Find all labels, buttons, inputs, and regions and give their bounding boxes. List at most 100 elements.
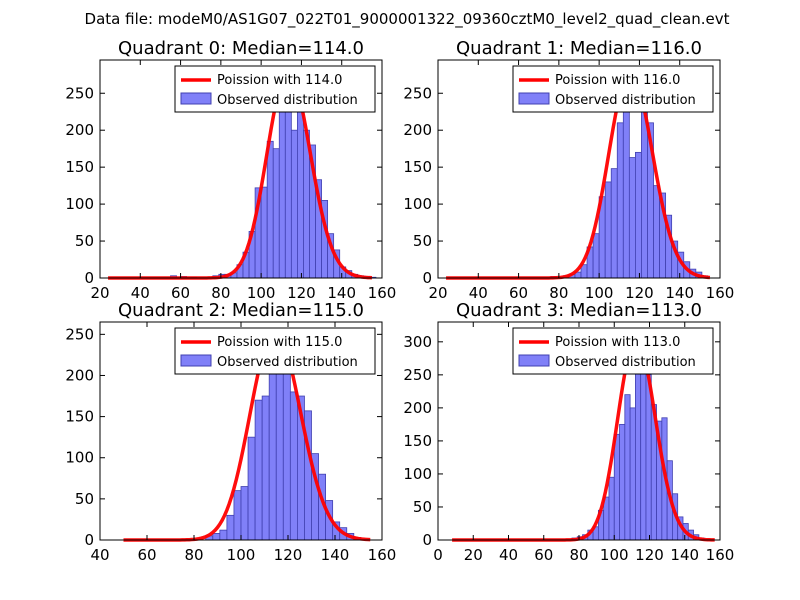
legend-label-observed: Observed distribution <box>555 93 696 108</box>
histogram-bar <box>613 433 620 541</box>
y-tick-label: 250 <box>65 84 94 102</box>
histogram-bar <box>653 185 660 279</box>
histogram-bar <box>624 394 631 541</box>
x-tick-label: 140 <box>321 546 350 564</box>
x-tick-label: 40 <box>499 546 518 564</box>
histogram-bar <box>592 233 600 279</box>
axes-frame <box>437 59 721 279</box>
y-tick-label: 50 <box>413 232 432 250</box>
x-tick-label: 120 <box>287 284 316 302</box>
x-tick-label: 40 <box>90 546 109 564</box>
histogram-bar <box>226 514 235 541</box>
histogram-bar <box>233 490 242 541</box>
y-tick-label: 250 <box>403 366 432 384</box>
y-tick-label: 200 <box>65 121 94 139</box>
legend-label-observed: Observed distribution <box>217 93 358 108</box>
histogram-bar <box>254 399 263 541</box>
legend: Poission with 115.0 Observed distribution <box>174 327 376 375</box>
y-tick-label: 100 <box>403 195 432 213</box>
y-tick-label: 100 <box>65 449 94 467</box>
legend: Poission with 113.0 Observed distribution <box>512 327 714 375</box>
y-tick-label: 0 <box>84 269 94 287</box>
legend-bar-swatch <box>518 354 550 367</box>
histogram-bar <box>603 496 610 541</box>
y-tick-label: 150 <box>65 408 94 426</box>
panel-title: Quadrant 1: Median=116.0 <box>456 38 702 59</box>
x-tick-label: 100 <box>585 284 614 302</box>
y-tick-label: 0 <box>422 269 432 287</box>
x-tick-label: 100 <box>247 284 276 302</box>
histogram-bar <box>240 486 249 541</box>
histogram-bar <box>635 366 642 541</box>
x-tick-label: 40 <box>131 284 150 302</box>
x-tick-label: 120 <box>274 546 303 564</box>
histogram-bar <box>266 140 274 279</box>
y-tick-label: 200 <box>403 399 432 417</box>
panel-title: Quadrant 3: Median=113.0 <box>456 300 702 321</box>
histogram-bar <box>604 181 612 279</box>
x-tick-label: 140 <box>670 546 699 564</box>
histogram-bar <box>608 476 615 541</box>
histogram-bar <box>622 89 630 279</box>
y-tick-label: 300 <box>403 333 432 351</box>
histogram-bar <box>275 362 284 541</box>
legend-bar-swatch <box>180 92 212 105</box>
panel-quadrant-2: 40 60 80 100 120 140 160 0 50 100 150 200 250 Quadran… <box>65 300 396 564</box>
y-tick-label: 150 <box>403 432 432 450</box>
y-tick-label: 0 <box>422 531 432 549</box>
x-tick-label: 60 <box>534 546 553 564</box>
x-tick-label: 0 <box>433 546 443 564</box>
histogram-bar <box>628 157 636 279</box>
x-tick-label: 140 <box>665 284 694 302</box>
x-tick-label: 120 <box>625 284 654 302</box>
x-tick-label: 160 <box>706 546 735 564</box>
histogram-bar <box>261 395 270 541</box>
x-tick-label: 80 <box>211 284 230 302</box>
y-tick-label: 50 <box>75 490 94 508</box>
panel-quadrant-1: 20 40 60 80 100 120 140 160 0 50 100 150 200 250 Quadr… <box>403 38 734 302</box>
y-tick-label: 50 <box>75 232 94 250</box>
x-tick-label: 80 <box>569 546 588 564</box>
x-tick-label: 160 <box>706 284 735 302</box>
histogram-bar <box>616 122 624 279</box>
x-tick-label: 20 <box>428 284 447 302</box>
y-tick-label: 150 <box>65 158 94 176</box>
legend-label-observed: Observed distribution <box>217 355 358 370</box>
x-tick-label: 80 <box>549 284 568 302</box>
legend-bar-swatch <box>180 354 212 367</box>
y-tick-label: 100 <box>403 465 432 483</box>
x-tick-label: 60 <box>171 284 190 302</box>
histogram-bar <box>272 148 280 279</box>
x-tick-label: 160 <box>368 284 397 302</box>
histogram-bar <box>260 186 268 279</box>
histogram-bar <box>619 423 626 541</box>
y-tick-label: 250 <box>403 84 432 102</box>
panel-quadrant-0: 20 40 60 80 100 120 140 160 0 50 100 150 200 250 Quadr… <box>65 38 396 302</box>
histogram-bar <box>278 100 286 279</box>
y-tick-label: 100 <box>65 195 94 213</box>
x-tick-label: 120 <box>635 546 664 564</box>
legend: Poission with 116.0 Observed distribution <box>512 65 714 113</box>
y-tick-label: 150 <box>403 158 432 176</box>
x-tick-label: 60 <box>137 546 156 564</box>
panel-title: Quadrant 0: Median=114.0 <box>118 38 364 59</box>
histogram-bar <box>629 407 636 541</box>
figure-title: Data file: modeM0/AS1G07_022T01_90000013… <box>85 10 730 29</box>
x-tick-label: 80 <box>184 546 203 564</box>
legend-label-observed: Observed distribution <box>555 355 696 370</box>
x-tick-label: 20 <box>90 284 109 302</box>
legend-bar-swatch <box>518 92 550 105</box>
x-tick-label: 60 <box>509 284 528 302</box>
x-tick-label: 100 <box>227 546 256 564</box>
histogram-bar <box>296 96 304 279</box>
histogram-bar <box>268 366 277 541</box>
histogram-bar <box>645 374 652 541</box>
y-tick-label: 200 <box>403 121 432 139</box>
x-tick-label: 140 <box>327 284 356 302</box>
histogram-bar <box>219 529 228 541</box>
x-tick-label: 20 <box>464 546 483 564</box>
y-tick-label: 50 <box>413 498 432 516</box>
x-tick-label: 40 <box>469 284 488 302</box>
legend-label-poisson: Poission with 115.0 <box>217 335 342 350</box>
